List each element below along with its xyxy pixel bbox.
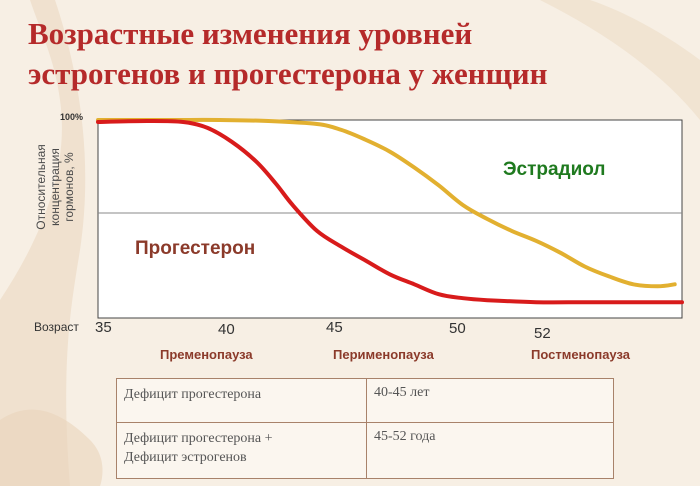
y-axis-label: Относительная концентрация гормонов, % <box>34 112 76 262</box>
deficit-table: Дефицит прогестерона 40-45 лет Дефицит п… <box>116 378 614 479</box>
x-tick-40: 40 <box>218 321 235 338</box>
phase-perimenopause: Перименопауза <box>333 347 434 362</box>
table-cell-text: Дефицит эстрогенов <box>124 450 247 465</box>
table-cell-age: 40-45 лет <box>366 378 614 423</box>
x-tick-35: 35 <box>95 319 112 336</box>
phase-postmenopause: Постменопауза <box>531 347 631 362</box>
table-cell-text: Дефицит прогестерона + <box>124 431 273 446</box>
y-tick-100: 100% <box>60 112 84 122</box>
table-cell-condition: Дефицит прогестерона + Дефицит эстрогено… <box>116 422 367 479</box>
y-axis-label-line-3: гормонов, % <box>62 152 76 222</box>
y-axis-label-line-1: Относительная <box>34 144 48 230</box>
series-label-progesterone: Прогестерон <box>135 238 256 259</box>
table-cell-age: 45-52 года <box>366 422 614 479</box>
table-row: Дефицит прогестерона 40-45 лет <box>116 378 614 423</box>
table-cell-text: Дефицит прогестерона <box>124 387 262 402</box>
x-tick-52: 52 <box>534 325 551 342</box>
title-line-1: Возрастные изменения уровней <box>28 16 473 51</box>
x-axis-row-label: Возраст <box>34 320 79 334</box>
series-layer <box>96 117 684 305</box>
estradiol-line <box>96 117 677 289</box>
x-tick-45: 45 <box>326 319 343 336</box>
phase-premenopause: Пременопауза <box>160 347 253 362</box>
title-line-2: эстрогенов и прогестерона у женщин <box>28 56 548 91</box>
table-row: Дефицит прогестерона + Дефицит эстрогено… <box>116 422 614 479</box>
hormone-chart <box>96 117 684 319</box>
progesterone-line <box>96 118 684 305</box>
series-label-estradiol: Эстрадиол <box>503 159 606 180</box>
x-tick-50: 50 <box>449 320 466 337</box>
table-cell-condition: Дефицит прогестерона <box>116 378 367 423</box>
page-title: Возрастные изменения уровней эстрогенов … <box>28 14 688 94</box>
y-axis-label-line-2: концентрация <box>48 148 62 226</box>
